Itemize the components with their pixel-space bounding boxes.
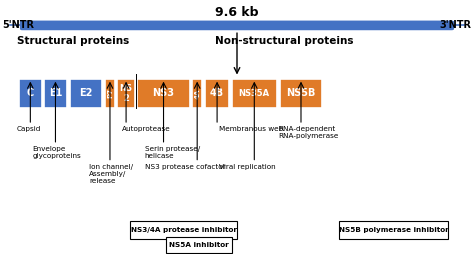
- Text: NS3 protease cofactor: NS3 protease cofactor: [145, 164, 225, 170]
- Bar: [205, 79, 229, 108]
- Bar: [137, 79, 190, 108]
- FancyBboxPatch shape: [20, 21, 454, 30]
- FancyBboxPatch shape: [166, 237, 232, 253]
- Text: 9.6 kb: 9.6 kb: [215, 6, 259, 19]
- Text: Autoprotease: Autoprotease: [122, 126, 171, 132]
- Text: Capsid: Capsid: [17, 126, 41, 132]
- Text: E1: E1: [49, 88, 62, 98]
- Text: NS3/4A protease inhibitor: NS3/4A protease inhibitor: [131, 227, 237, 233]
- Text: Non-structural proteins: Non-structural proteins: [215, 36, 354, 46]
- Text: Viral replication: Viral replication: [219, 164, 275, 170]
- Bar: [70, 79, 102, 108]
- FancyBboxPatch shape: [339, 221, 448, 239]
- Text: E2: E2: [79, 88, 92, 98]
- Text: 4A: 4A: [194, 88, 200, 99]
- Text: Membranous web: Membranous web: [219, 126, 283, 132]
- Text: NS35A: NS35A: [239, 89, 270, 98]
- Text: Ion channel/
Assembly/
release: Ion channel/ Assembly/ release: [89, 164, 133, 184]
- Text: NS
2: NS 2: [119, 84, 133, 103]
- Text: P7: P7: [107, 88, 113, 98]
- Bar: [117, 79, 135, 108]
- Bar: [192, 79, 202, 108]
- Text: NS5B polymerase inhibitor: NS5B polymerase inhibitor: [338, 227, 448, 233]
- Text: C: C: [27, 88, 34, 98]
- FancyBboxPatch shape: [130, 221, 237, 239]
- Text: 5'NTR: 5'NTR: [2, 20, 35, 30]
- Text: 4B: 4B: [210, 88, 224, 98]
- Text: NS3: NS3: [153, 88, 174, 98]
- Bar: [44, 79, 67, 108]
- Text: NS5B: NS5B: [286, 88, 316, 98]
- Bar: [280, 79, 322, 108]
- Text: RNA-dependent
RNA-polymerase: RNA-dependent RNA-polymerase: [279, 126, 339, 139]
- Text: NS5A inhibitor: NS5A inhibitor: [169, 242, 229, 248]
- Bar: [232, 79, 277, 108]
- Bar: [105, 79, 115, 108]
- Text: Envelope
glycoproteins: Envelope glycoproteins: [32, 146, 81, 159]
- Bar: [19, 79, 42, 108]
- Text: 3'NTR: 3'NTR: [439, 20, 472, 30]
- Text: Serin protease/
helicase: Serin protease/ helicase: [145, 146, 200, 159]
- Text: Structural proteins: Structural proteins: [18, 36, 129, 46]
